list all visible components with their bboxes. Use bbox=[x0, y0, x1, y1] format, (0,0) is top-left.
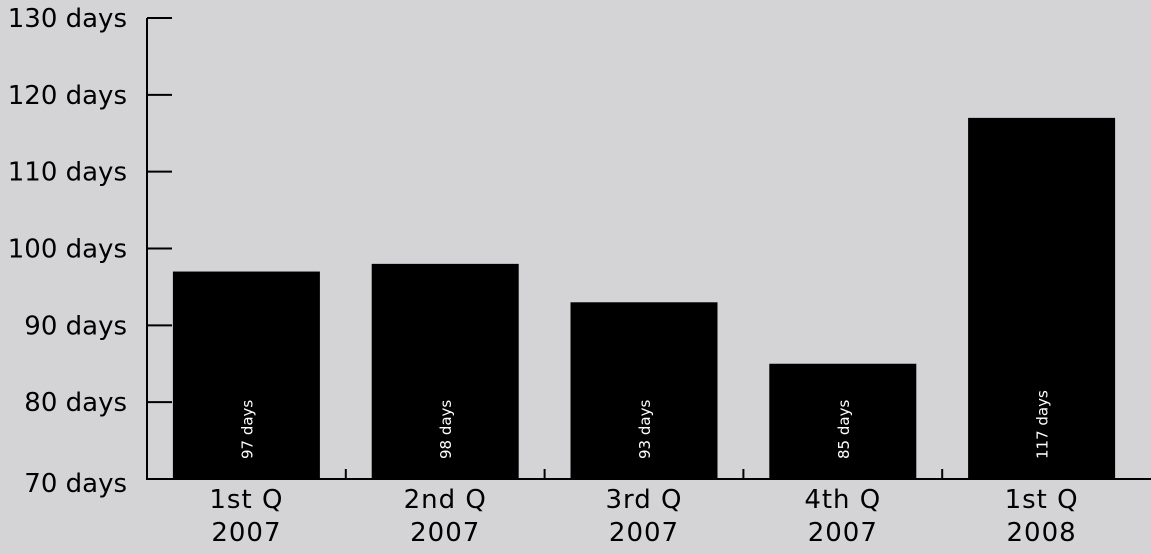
x-tick-label: 3rd Q 2007 bbox=[605, 485, 682, 548]
y-tick-label: 110 days bbox=[8, 158, 127, 188]
y-tick-label: 100 days bbox=[8, 235, 127, 265]
y-tick-label: 90 days bbox=[24, 311, 127, 341]
y-tick-label: 70 days bbox=[24, 469, 127, 499]
x-tick-label: 2nd Q 2007 bbox=[404, 485, 487, 548]
y-tick-label: 130 days bbox=[8, 4, 127, 34]
bar bbox=[968, 117, 1116, 479]
bar-value-label: 98 days bbox=[437, 400, 455, 459]
bars: 97 days 98 days 93 days 85 days 117 days bbox=[172, 117, 1116, 479]
bar-value-label: 117 days bbox=[1034, 390, 1052, 459]
bar bbox=[570, 302, 718, 479]
bar bbox=[769, 363, 917, 479]
x-tick-label: 4th Q 2007 bbox=[804, 485, 881, 548]
x-tick-label: 1st Q 2008 bbox=[1005, 485, 1079, 548]
y-tick-label: 120 days bbox=[8, 81, 127, 111]
bar-value-label: 97 days bbox=[238, 400, 256, 459]
bar bbox=[371, 263, 519, 479]
y-axis: 70 days 80 days 90 days 100 days 110 days 120… bbox=[8, 4, 172, 499]
x-tick-label: 1st Q 2007 bbox=[209, 485, 283, 548]
y-tick-label: 80 days bbox=[24, 388, 127, 418]
x-axis: 1st Q 2007 2nd Q 2007 3rd Q 2007 4th Q 2007 1st … bbox=[147, 469, 1151, 548]
bar bbox=[172, 271, 320, 479]
bar-value-label: 85 days bbox=[835, 400, 853, 459]
bar-value-label: 93 days bbox=[636, 400, 654, 459]
